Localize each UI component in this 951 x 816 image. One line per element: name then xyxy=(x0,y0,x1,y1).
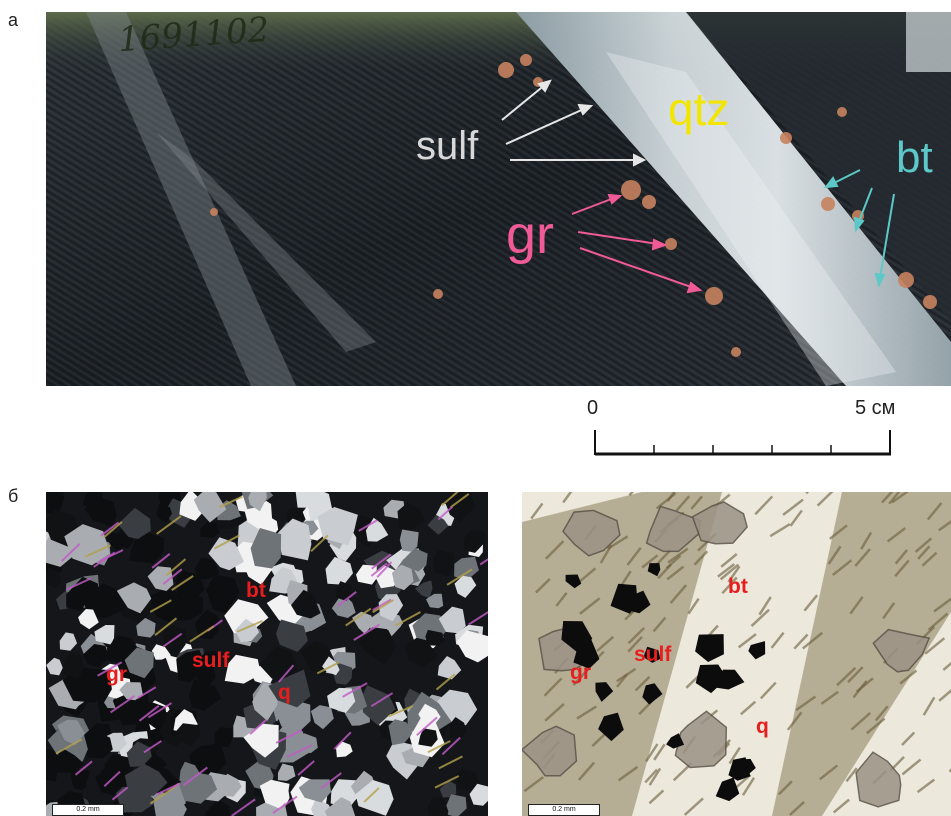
qtz-label: qtz xyxy=(668,86,729,132)
xpl-q-label: q xyxy=(278,682,291,703)
sulf-label: sulf xyxy=(416,126,478,166)
xpl-sulf-label: sulf xyxy=(192,650,229,671)
ppl-sulf-label: sulf xyxy=(634,644,671,665)
ppl-gr-label: gr xyxy=(570,662,591,683)
panel-b-letter: б xyxy=(8,486,18,507)
micrograph-crossed-polars: gr sulf bt q 0.2 mm xyxy=(46,492,488,816)
xpl-bt-label: bt xyxy=(246,580,266,601)
ppl-scale-bar: 0.2 mm xyxy=(528,804,600,816)
micrograph-plane-polars: gr sulf bt q 0.2 mm xyxy=(522,492,951,816)
scale-end-label: 5 см xyxy=(855,398,895,418)
bt-label: bt xyxy=(896,136,933,180)
ppl-q-label: q xyxy=(756,716,769,737)
panel-a-letter: а xyxy=(8,10,18,31)
rock-specimen-photo: 1691102 qtz sulf gr bt xyxy=(46,12,951,386)
gr-label: gr xyxy=(506,208,554,262)
scale-start-label: 0 xyxy=(587,398,598,418)
specimen-number: 1691102 xyxy=(117,13,270,57)
xpl-gr-label: gr xyxy=(106,664,127,685)
scale-bar xyxy=(594,428,892,458)
xpl-scale-bar: 0.2 mm xyxy=(52,804,124,816)
ppl-bt-label: bt xyxy=(728,576,748,597)
